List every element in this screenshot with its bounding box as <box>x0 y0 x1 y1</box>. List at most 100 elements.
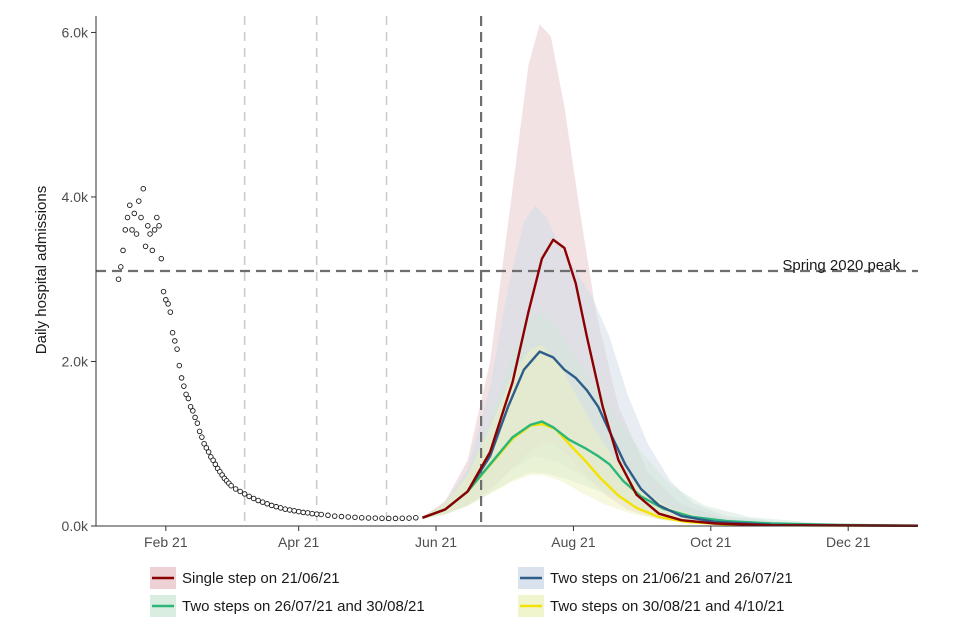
data-point <box>300 509 306 516</box>
line-single-step-on-21-06-21 <box>422 238 919 527</box>
x-tick-label: Oct 21 <box>690 534 731 550</box>
data-point <box>372 515 379 521</box>
data-point <box>250 495 257 502</box>
x-tick-label: Apr 21 <box>278 534 319 550</box>
data-point <box>386 515 392 522</box>
data-point <box>241 491 248 497</box>
data-point <box>365 515 372 521</box>
reference-lines <box>96 16 918 526</box>
data-point <box>232 486 239 492</box>
data-point <box>163 297 169 303</box>
data-point <box>154 214 160 221</box>
data-point <box>201 440 207 447</box>
data-point <box>120 247 126 254</box>
legend: Single step on 21/06/21 Two steps on 21/0… <box>150 567 793 617</box>
data-point <box>199 434 205 440</box>
data-point <box>115 276 122 282</box>
data-point <box>345 514 351 520</box>
data-point <box>268 502 275 509</box>
uncertainty-bands <box>422 24 918 526</box>
y-tick-label: 0.0k <box>62 518 89 534</box>
data-point <box>127 202 133 208</box>
data-point <box>181 383 187 389</box>
data-point <box>358 515 365 521</box>
data-point <box>142 243 149 250</box>
data-point <box>286 507 293 513</box>
data-point <box>313 511 320 517</box>
data-point <box>140 185 147 192</box>
data-point <box>174 346 180 352</box>
data-point <box>277 505 284 511</box>
x-tick-label: Feb 21 <box>144 534 188 550</box>
data-point <box>352 514 358 521</box>
data-point <box>151 227 158 233</box>
data-point <box>212 461 219 468</box>
data-point <box>338 513 345 520</box>
data-point <box>309 510 315 517</box>
data-point <box>228 482 234 489</box>
legend-label: Single step on 21/06/21 <box>182 570 340 587</box>
data-point <box>129 227 135 233</box>
data-point <box>118 264 124 270</box>
data-point <box>147 231 153 237</box>
data-point <box>246 493 252 500</box>
data-point <box>282 506 288 512</box>
data-point <box>122 227 129 233</box>
observed-points <box>115 185 419 522</box>
data-point <box>325 512 331 519</box>
data-point <box>145 223 151 229</box>
data-point <box>131 210 138 217</box>
data-point <box>165 301 171 307</box>
data-point <box>264 501 270 507</box>
data-point <box>138 214 144 221</box>
data-point <box>399 515 406 522</box>
projection-lines <box>422 238 919 527</box>
band-two-steps-on-30-08-21-and-4-10-21 <box>422 345 918 526</box>
line-two-steps-on-26-07-21-and-30-08-21 <box>422 420 919 527</box>
data-point <box>149 247 156 254</box>
y-tick-label: 4.0k <box>62 189 89 205</box>
data-point <box>192 414 198 421</box>
data-point <box>136 198 142 204</box>
data-point <box>406 515 412 521</box>
data-point <box>259 499 266 505</box>
data-point <box>255 497 261 504</box>
data-point <box>196 428 203 435</box>
data-point <box>160 288 167 295</box>
axes: 0.0k 2.0k 4.0k 6.0k Feb 21 Apr 21 Jun 21 Aug 21… <box>62 16 918 550</box>
y-tick-label: 6.0k <box>62 24 89 40</box>
data-point <box>379 515 385 522</box>
legend-label: Two steps on 30/08/21 and 4/10/21 <box>550 598 784 615</box>
data-point <box>205 449 212 455</box>
data-point <box>178 375 185 381</box>
data-point <box>273 503 279 510</box>
data-point <box>331 513 338 519</box>
x-tick-label: Aug 21 <box>551 534 596 550</box>
data-point <box>124 214 131 221</box>
data-point <box>172 338 178 344</box>
line-two-steps-on-21-06-21-and-26-07-21 <box>422 350 919 527</box>
hline-label: Spring 2020 peak <box>782 257 900 274</box>
data-point <box>183 391 189 398</box>
legend-label: Two steps on 21/06/21 and 26/07/21 <box>550 570 793 587</box>
data-point <box>210 457 216 463</box>
data-point <box>169 329 176 336</box>
data-point <box>158 255 165 262</box>
data-point <box>190 408 196 414</box>
data-point <box>194 420 201 426</box>
data-point <box>156 223 162 229</box>
x-tick-label: Jun 21 <box>415 534 457 550</box>
data-point <box>413 515 419 521</box>
legend-label: Two steps on 26/07/21 and 30/08/21 <box>182 598 425 615</box>
data-point <box>187 403 194 410</box>
y-axis-title: Daily hospital admissions <box>33 186 50 354</box>
data-point <box>185 395 192 402</box>
data-point <box>176 362 183 369</box>
y-tick-label: 2.0k <box>62 353 89 369</box>
data-point <box>167 309 174 315</box>
data-point <box>237 488 243 495</box>
data-point <box>133 231 140 237</box>
data-point <box>304 510 311 516</box>
x-tick-label: Dec 21 <box>826 534 871 550</box>
